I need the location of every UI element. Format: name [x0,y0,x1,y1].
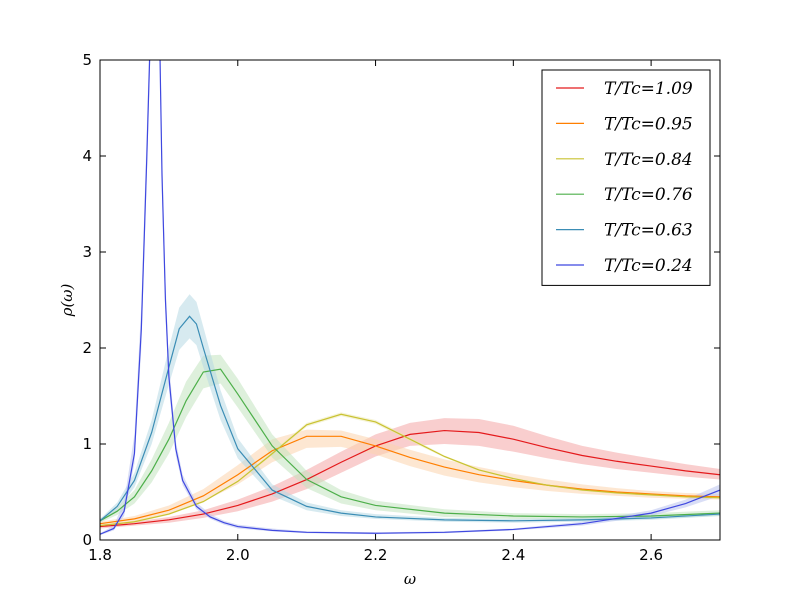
line-series-1 [100,435,720,525]
band-series-0 [100,418,720,529]
legend-entry-label: T/Tc=0.76 [604,185,693,205]
line-series-4 [100,315,720,522]
plot-frame [99,59,721,541]
axis-ticks: 1.8 2.0 2.2 2.4 2.6 0 1 2 3 4 5 [82,51,720,564]
line-series-3 [100,368,720,522]
legend-entry-label: T/Tc=0.24 [604,256,693,276]
legend-entry-label: T/Tc=0.95 [604,114,693,134]
legend: T/Tc=1.09 T/Tc=0.95 T/Tc=0.84 T/Tc=0.76 T/Tc… [541,69,711,286]
y-axis-label: ρ(ω) [58,283,76,317]
y-tick-label: 2 [82,339,92,357]
line-series-0 [100,429,720,528]
line-series-5 [100,60,720,535]
x-tick-label: 1.8 [88,546,112,564]
series-lines [100,60,720,535]
legend-entry-label: T/Tc=1.09 [604,79,693,99]
legend-entry-label: T/Tc=0.84 [604,150,693,170]
x-axis-label: ω [404,570,416,588]
y-tick-label: 1 [82,435,92,453]
y-tick-label: 0 [82,531,92,549]
x-tick-label: 2.4 [501,546,525,564]
x-tick-label: 2.0 [226,546,250,564]
y-tick-label: 3 [82,243,92,261]
y-tick-label: 5 [82,51,92,69]
x-tick-label: 2.6 [639,546,663,564]
legend-entry-label: T/Tc=0.63 [604,221,693,241]
line-series-2 [100,413,720,527]
band-series-4 [100,294,720,523]
y-tick-label: 4 [82,147,92,165]
band-series-1 [100,429,720,526]
legend-box [541,69,711,286]
x-tick-label: 2.2 [364,546,388,564]
